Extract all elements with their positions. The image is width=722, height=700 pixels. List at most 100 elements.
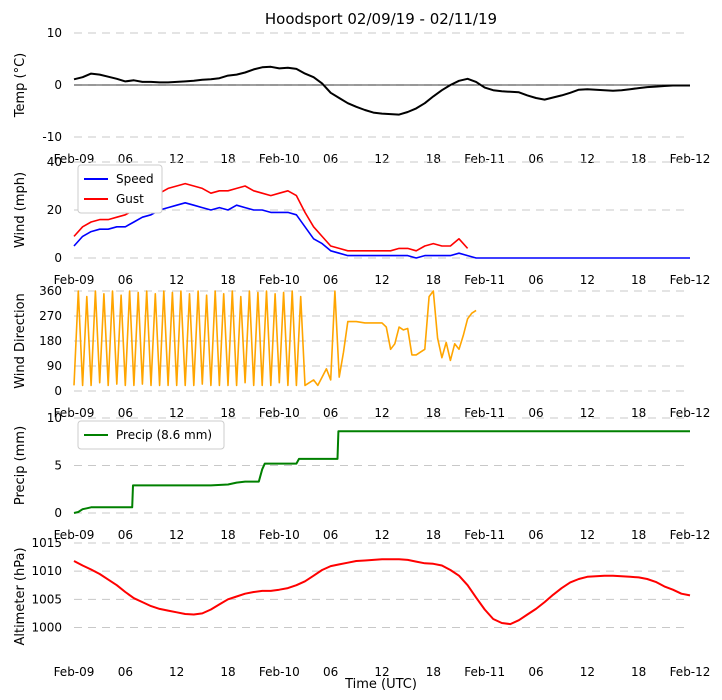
y-tick-label-dir: 360 <box>39 284 62 298</box>
x-tick-label-wind: 18 <box>220 273 235 287</box>
x-tick-label-wind: 12 <box>169 273 184 287</box>
x-tick-label-precip: Feb-10 <box>259 528 300 542</box>
x-tick-label-precip: Feb-09 <box>54 528 95 542</box>
x-tick-label-precip: 12 <box>580 528 595 542</box>
x-tick-label-alt: 06 <box>323 665 338 679</box>
x-tick-label-alt: Feb-11 <box>464 665 505 679</box>
legend-label: Speed <box>116 172 154 186</box>
x-tick-label-alt: 06 <box>528 665 543 679</box>
y-tick-label-wind: 20 <box>47 203 62 217</box>
x-tick-label-temp: 18 <box>220 152 235 166</box>
x-tick-label-alt: Feb-09 <box>54 665 95 679</box>
x-tick-label-wind: 18 <box>426 273 441 287</box>
x-tick-label-alt: 18 <box>631 665 646 679</box>
x-tick-label-dir: 18 <box>220 406 235 420</box>
x-tick-label-temp: 12 <box>169 152 184 166</box>
y-tick-label-precip: 0 <box>54 506 62 520</box>
legend-label: Gust <box>116 192 144 206</box>
x-tick-label-dir: Feb-10 <box>259 406 300 420</box>
x-tick-label-precip: 12 <box>169 528 184 542</box>
x-tick-label-wind: 06 <box>323 273 338 287</box>
legend-label: Precip (8.6 mm) <box>116 428 212 442</box>
y-tick-label-alt: 1015 <box>31 536 62 550</box>
x-tick-label-dir: 06 <box>118 406 133 420</box>
y-tick-label-temp: 10 <box>47 26 62 40</box>
x-tick-label-temp: Feb-12 <box>670 152 711 166</box>
x-tick-label-precip: 06 <box>323 528 338 542</box>
y-tick-label-alt: 1005 <box>31 592 62 606</box>
y-tick-label-dir: 0 <box>54 384 62 398</box>
x-tick-label-wind: 18 <box>631 273 646 287</box>
panel-dir: 0 90 180 270 360 Wind Direction Feb-09 06 12 18 Fe… <box>13 284 710 420</box>
x-tick-label-precip: Feb-12 <box>670 528 711 542</box>
series-line-dir-direction <box>73 290 477 387</box>
y-tick-label-dir: 180 <box>39 334 62 348</box>
x-tick-label-wind: Feb-09 <box>54 273 95 287</box>
y-axis-label-precip: Precip (mm) <box>13 426 28 505</box>
x-tick-label-alt: 12 <box>374 665 389 679</box>
x-tick-label-temp: Feb-09 <box>54 152 95 166</box>
panel-wind: 0 20 40 Wind (mph) Feb-09 06 12 18 Feb-10 06 12 18 F… <box>13 155 710 287</box>
series-line-temp-temp <box>73 65 690 116</box>
x-tick-label-wind: 06 <box>528 273 543 287</box>
y-tick-label-dir: 270 <box>39 309 62 323</box>
x-tick-label-dir: 06 <box>323 406 338 420</box>
y-axis-label-wind: Wind (mph) <box>13 172 28 248</box>
legend-box <box>77 420 225 450</box>
x-tick-label-alt: 12 <box>580 665 595 679</box>
x-tick-label-dir: 18 <box>631 406 646 420</box>
x-tick-label-precip: Feb-11 <box>464 528 505 542</box>
y-tick-label-precip: 5 <box>54 459 62 473</box>
x-tick-label-wind: Feb-12 <box>670 273 711 287</box>
x-tick-label-precip: 18 <box>631 528 646 542</box>
x-tick-label-temp: 18 <box>631 152 646 166</box>
series-line-precip-precip-8-6-mm- <box>73 430 690 514</box>
x-tick-label-temp: Feb-10 <box>259 152 300 166</box>
panel-temp: -10 0 10 Temp (°C) Feb-09 06 12 18 Feb-10 06 12 18 F… <box>13 26 710 166</box>
y-tick-label-temp: -10 <box>42 130 62 144</box>
x-tick-label-precip: 18 <box>220 528 235 542</box>
legend-box <box>77 164 163 214</box>
y-tick-label-wind: 0 <box>54 251 62 265</box>
x-tick-label-dir: 12 <box>169 406 184 420</box>
x-tick-label-temp: 18 <box>426 152 441 166</box>
x-tick-label-alt: 18 <box>426 665 441 679</box>
y-tick-label-dir: 90 <box>47 359 62 373</box>
y-tick-label-alt: 1000 <box>31 620 62 634</box>
x-tick-label-wind: 06 <box>118 273 133 287</box>
x-tick-label-precip: 06 <box>118 528 133 542</box>
x-tick-label-alt: 12 <box>169 665 184 679</box>
x-tick-label-temp: Feb-11 <box>464 152 505 166</box>
legend-precip: Precip (8.6 mm) <box>77 420 225 450</box>
x-tick-label-temp: 06 <box>323 152 338 166</box>
x-tick-label-temp: 06 <box>528 152 543 166</box>
chart-title: Hoodsport 02/09/19 - 02/11/19 <box>265 10 497 28</box>
y-tick-label-temp: 0 <box>54 78 62 92</box>
y-tick-label-precip: 10 <box>47 411 62 425</box>
x-tick-label-wind: Feb-10 <box>259 273 300 287</box>
y-tick-label-alt: 1010 <box>31 564 62 578</box>
panel-precip: 0 5 10 Precip (mm) Feb-09 06 12 18 Feb-10 06 12 18 F… <box>13 411 710 542</box>
x-tick-label-temp: 12 <box>374 152 389 166</box>
x-tick-label-dir: Feb-11 <box>464 406 505 420</box>
y-tick-label-wind: 40 <box>47 155 62 169</box>
y-axis-label-temp: Temp (°C) <box>13 53 28 119</box>
x-tick-label-dir: Feb-09 <box>54 406 95 420</box>
x-tick-label-precip: 06 <box>528 528 543 542</box>
series-line-wind-speed <box>73 202 690 259</box>
x-tick-label-dir: 12 <box>580 406 595 420</box>
x-tick-label-precip: 18 <box>426 528 441 542</box>
x-tick-label-alt: 06 <box>118 665 133 679</box>
x-tick-label-dir: Feb-12 <box>670 406 711 420</box>
series-line-alt-altimeter <box>73 558 691 626</box>
x-tick-label-wind: 12 <box>580 273 595 287</box>
legend-wind: Speed Gust <box>77 164 163 214</box>
x-tick-label-alt: 18 <box>220 665 235 679</box>
y-axis-label-dir: Wind Direction <box>13 293 28 389</box>
x-tick-label-temp: 06 <box>118 152 133 166</box>
x-axis-label: Time (UTC) <box>344 677 417 692</box>
x-tick-label-wind: Feb-11 <box>464 273 505 287</box>
y-axis-label-alt: Altimeter (hPa) <box>13 547 28 645</box>
